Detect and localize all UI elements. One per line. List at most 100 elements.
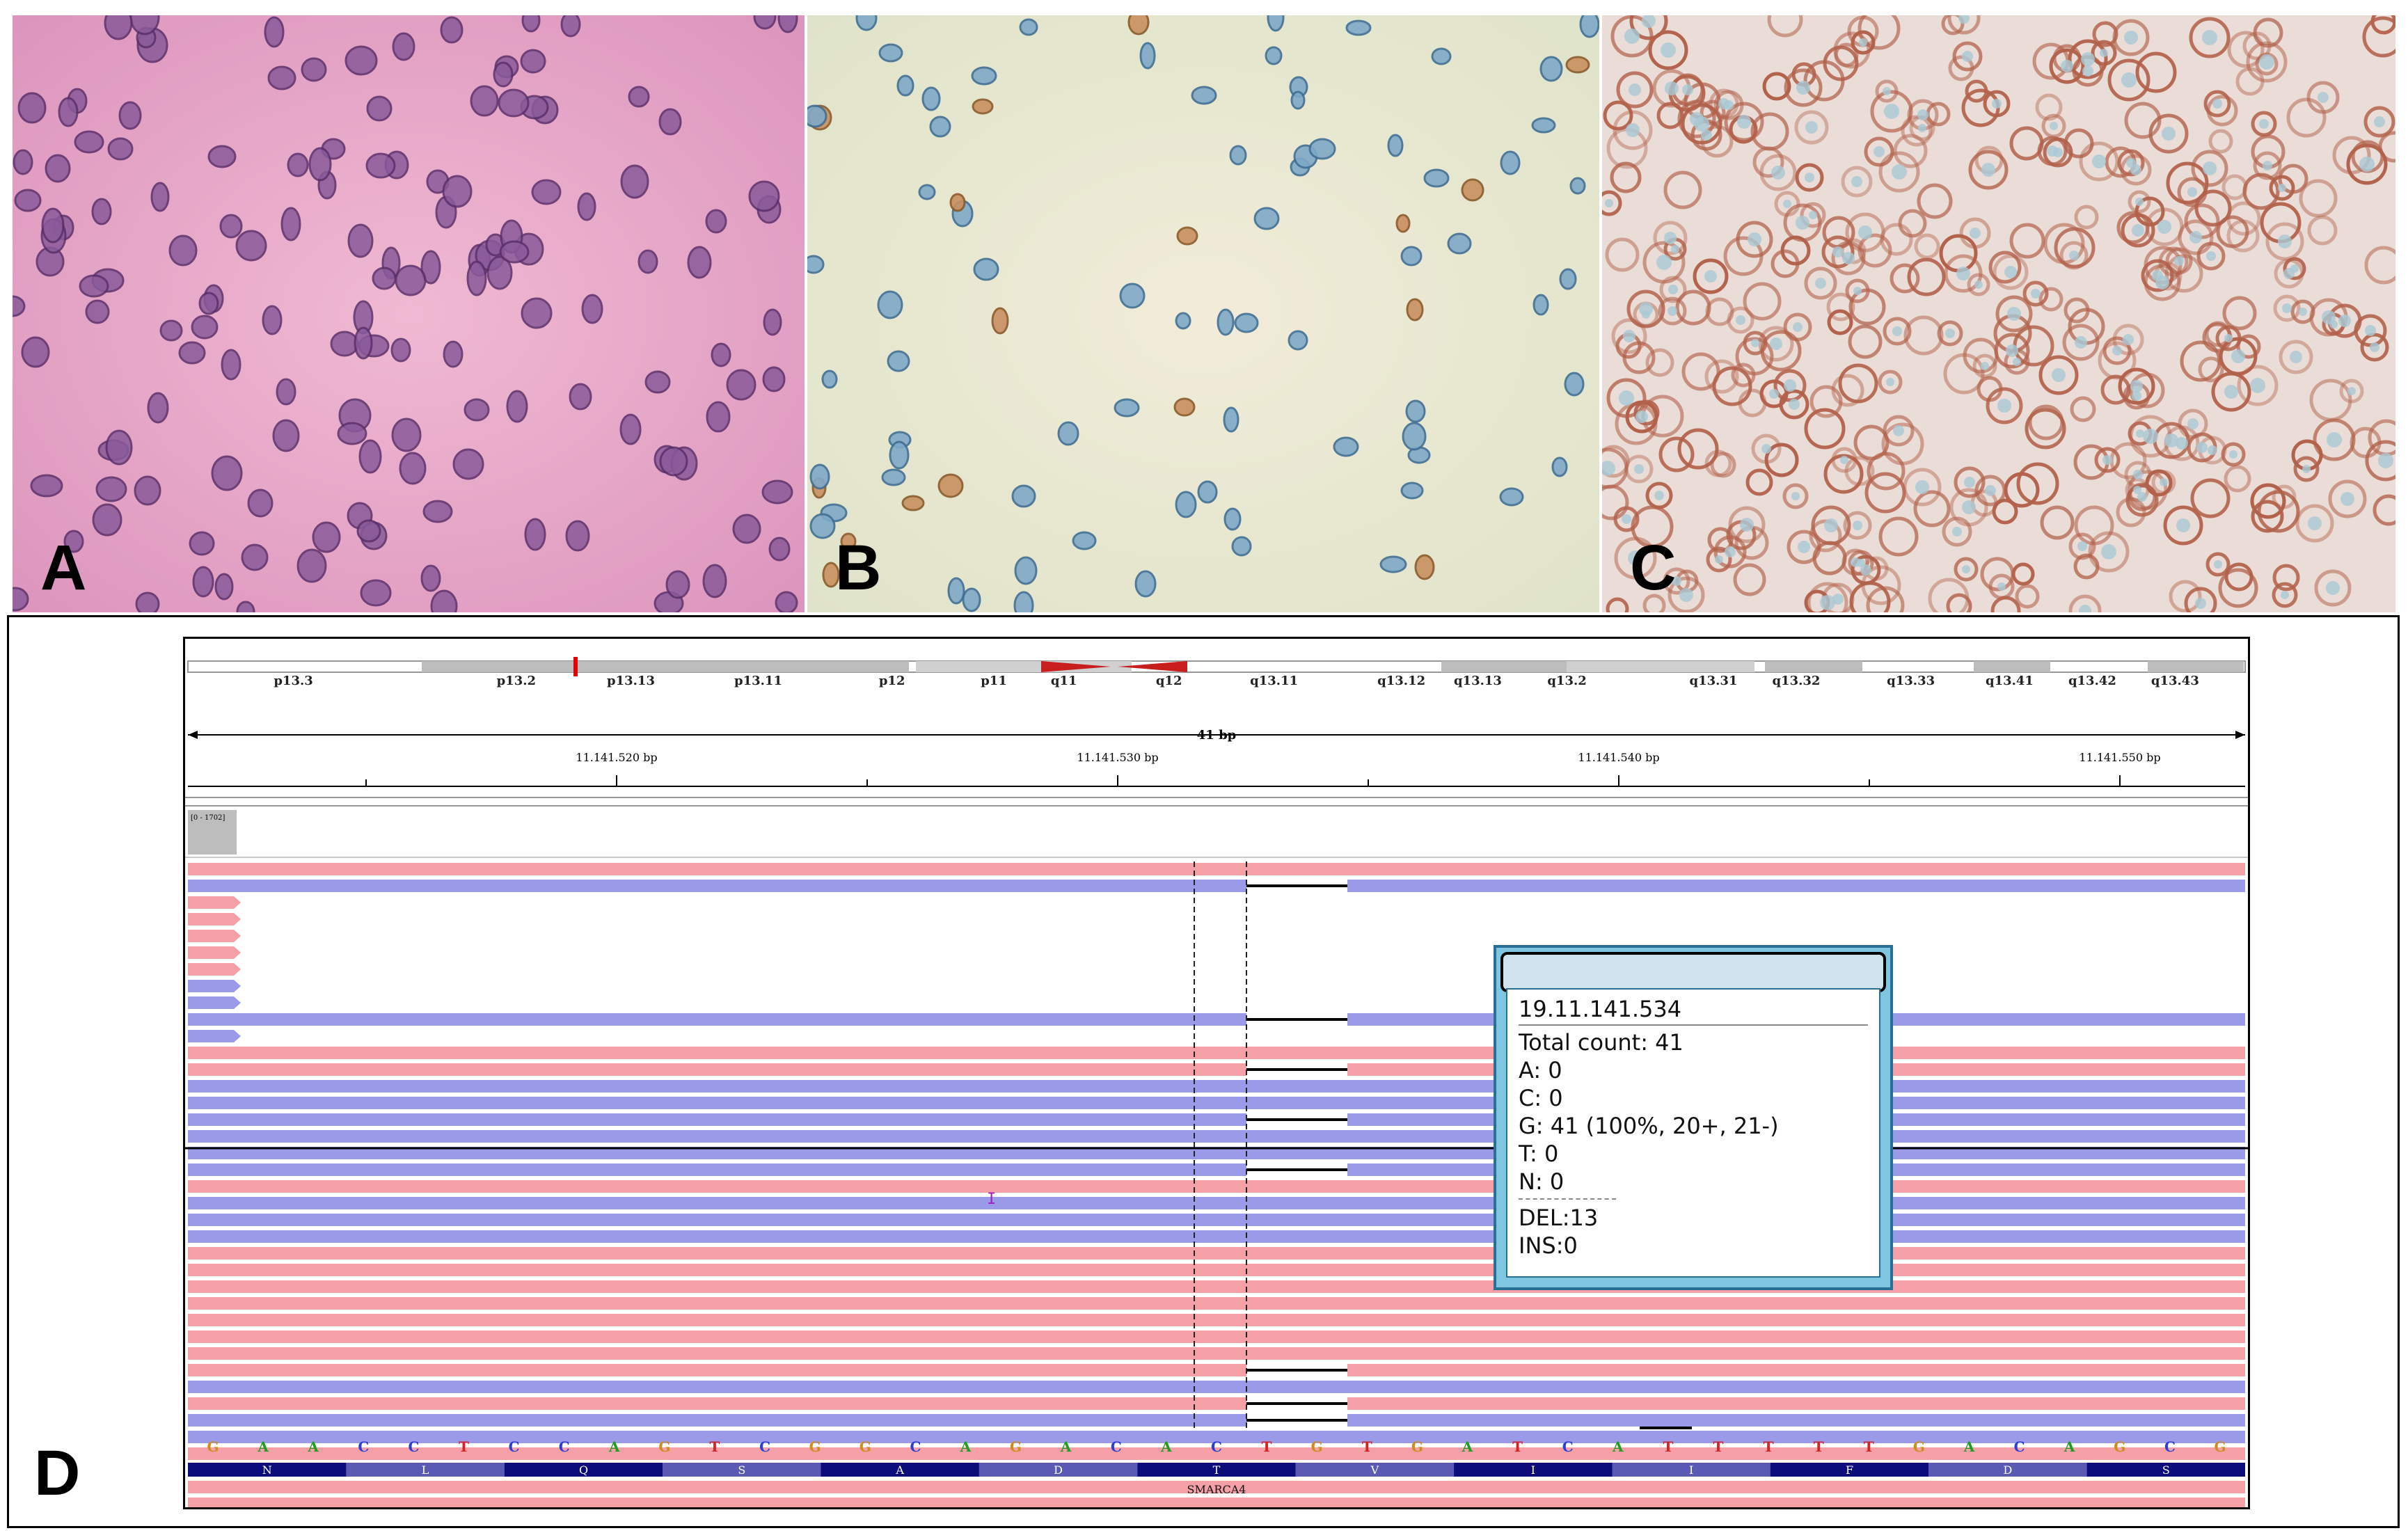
cytoband-label: q13.31 <box>1690 674 1738 688</box>
aligned-read[interactable] <box>1347 880 2245 892</box>
panel-d-igv-view: p13.3 p13.2 p13.13 p13.11 p12 p11 q11 q12 q13.11… <box>7 615 2400 1528</box>
sequence-base: C <box>1211 1438 1222 1455</box>
aligned-read[interactable] <box>1347 1414 2245 1427</box>
aligned-read[interactable] <box>188 1163 1246 1176</box>
soft-clipped-read[interactable] <box>188 930 241 942</box>
soft-clipped-read[interactable] <box>188 946 241 959</box>
aligned-read[interactable] <box>188 1264 2245 1276</box>
sequence-base: T <box>459 1438 469 1455</box>
popup-count-g: G: 41 (100%, 20+, 21-) <box>1519 1113 1779 1139</box>
sequence-base: T <box>1713 1438 1724 1455</box>
amino-acid-label: D <box>2003 1463 2012 1477</box>
sequence-base: A <box>257 1438 269 1455</box>
soft-clipped-read[interactable] <box>188 980 241 992</box>
aligned-read[interactable] <box>188 880 1246 892</box>
sequence-base: T <box>1814 1438 1824 1455</box>
sequence-base: C <box>759 1438 770 1455</box>
base-info-popup[interactable]: 19.11.141.534 Total count: 41 A: 0 C: 0 … <box>1494 945 1893 1290</box>
panel-c-ihc-membrane-stain: C <box>1602 15 2395 612</box>
aligned-read[interactable] <box>188 1280 2245 1293</box>
aligned-read[interactable] <box>188 1297 2245 1310</box>
soft-clipped-read[interactable] <box>188 996 241 1009</box>
popup-content: 19.11.141.534 Total count: 41 A: 0 C: 0 … <box>1506 988 1880 1278</box>
cytoband-label: q13.13 <box>1454 674 1502 688</box>
sequence-base: A <box>1160 1438 1172 1455</box>
gene-name: SMARCA4 <box>1187 1483 1246 1496</box>
ruler-tick-label: 11.141.530 bp <box>1077 751 1158 764</box>
aligned-read[interactable] <box>188 1130 2245 1143</box>
sequence-base: C <box>910 1438 921 1455</box>
sequence-base: G <box>658 1438 670 1455</box>
sequence-base: A <box>1963 1438 1975 1455</box>
aligned-read[interactable] <box>188 1080 2245 1093</box>
aligned-read[interactable] <box>188 1347 2245 1360</box>
coverage-range-label: [0 - 1702] <box>191 814 225 822</box>
sequence-base: A <box>1462 1438 1473 1455</box>
ruler-tick-label: 11.141.520 bp <box>576 751 657 764</box>
sequence-base: A <box>2064 1438 2075 1455</box>
aligned-read[interactable] <box>188 1414 1246 1427</box>
popup-count-a: A: 0 <box>1519 1057 1562 1083</box>
aligned-read[interactable] <box>188 1047 2245 1059</box>
cytoband-label: q13.41 <box>1986 674 2034 688</box>
amino-acid-label: V <box>1370 1463 1379 1477</box>
aligned-read[interactable] <box>188 1397 1246 1410</box>
aligned-read[interactable] <box>188 1013 1246 1026</box>
aligned-read[interactable] <box>188 1214 2245 1226</box>
soft-clipped-read[interactable] <box>188 896 241 909</box>
amino-acid-block <box>1770 1463 1929 1477</box>
chromosome-ideogram[interactable] <box>187 657 2246 676</box>
aligned-read[interactable] <box>188 1230 2245 1243</box>
popup-title-bar[interactable] <box>1500 952 1886 992</box>
sequence-base: A <box>608 1438 620 1455</box>
aligned-read[interactable] <box>1347 1364 2245 1376</box>
sequence-base: T <box>1864 1438 1874 1455</box>
ihc-micrograph-b <box>807 15 1599 612</box>
aligned-read[interactable] <box>188 863 2245 875</box>
sequence-base: C <box>358 1438 369 1455</box>
amino-acid-block <box>1612 1463 1771 1477</box>
sequence-base: G <box>2214 1438 2226 1455</box>
popup-count-n: N: 0 <box>1519 1168 1565 1195</box>
cytoband-label: q13.42 <box>2068 674 2116 688</box>
aligned-read[interactable] <box>188 1314 2245 1326</box>
aligned-read[interactable] <box>188 1481 2245 1493</box>
aligned-read[interactable] <box>188 1097 2245 1109</box>
aligned-read[interactable] <box>188 1431 2245 1443</box>
panel-letter-c: C <box>1630 532 1677 603</box>
igv-browser: p13.3 p13.2 p13.13 p13.11 p12 p11 q11 q12 q13.11… <box>9 637 2250 1526</box>
aligned-read[interactable] <box>188 1063 1246 1076</box>
aligned-read[interactable] <box>188 1197 2245 1209</box>
aligned-read[interactable] <box>188 1498 2245 1510</box>
amino-acid-label: T <box>1213 1463 1221 1477</box>
amino-acid-block <box>1295 1463 1455 1477</box>
sequence-base: T <box>1262 1438 1272 1455</box>
cytoband-label: p13.2 <box>497 674 536 688</box>
panel-b-ihc-stain: B <box>807 15 1599 612</box>
aligned-read[interactable] <box>188 1447 2245 1460</box>
sequence-base: T <box>710 1438 720 1455</box>
sequence-base: C <box>509 1438 520 1455</box>
alignment-reads[interactable] <box>188 863 2245 1526</box>
soft-clipped-read[interactable] <box>188 1030 241 1042</box>
aligned-read[interactable] <box>188 1180 2245 1193</box>
popup-divider <box>1519 1024 1868 1026</box>
aligned-read[interactable] <box>188 1364 1246 1376</box>
aligned-read[interactable] <box>188 1247 2245 1260</box>
cytoband-label: p11 <box>981 674 1007 688</box>
soft-clipped-read[interactable] <box>188 963 241 976</box>
aligned-read[interactable] <box>188 1113 1246 1126</box>
soft-clipped-read[interactable] <box>188 913 241 926</box>
popup-ins-count: INS:0 <box>1519 1232 1578 1259</box>
aligned-read[interactable] <box>1347 1397 2245 1410</box>
ruler-tick-label: 11.141.550 bp <box>2079 751 2160 764</box>
insertion-marker: I <box>987 1191 996 1208</box>
sequence-base: T <box>1512 1438 1523 1455</box>
aligned-read[interactable] <box>188 1381 2245 1393</box>
sequence-base: C <box>2014 1438 2025 1455</box>
popup-count-c: C: 0 <box>1519 1085 1563 1111</box>
amino-acid-label: I <box>1531 1463 1535 1477</box>
amino-acid-block <box>663 1463 821 1477</box>
aligned-read[interactable] <box>188 1331 2245 1343</box>
